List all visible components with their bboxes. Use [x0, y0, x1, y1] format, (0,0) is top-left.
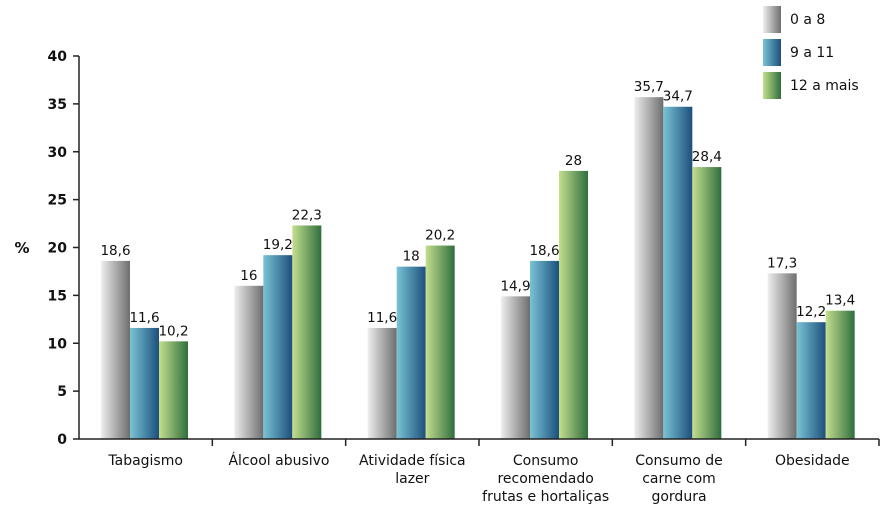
category-label: Consumo de carne com gordura: [635, 453, 723, 505]
bar-2-4: [530, 260, 559, 439]
bar-3-2: [292, 225, 322, 439]
y-tick-label: 25: [48, 193, 67, 209]
y-tick-label: 15: [48, 288, 67, 304]
category-label: Obesidade: [775, 453, 850, 469]
legend: 0 a 8 9 a 11 12 a mais: [763, 6, 859, 99]
bar-1-5: [634, 97, 664, 440]
data-label: 10,2: [158, 323, 188, 339]
data-label: 16: [240, 268, 257, 284]
bar-1-6: [767, 273, 797, 439]
y-tick-label: 40: [48, 49, 68, 65]
axes-group: 0 5 10 15 20 25 30 35 40: [48, 49, 880, 448]
bar-1-3: [367, 327, 397, 439]
bar-3-3: [425, 245, 455, 439]
data-label: 11,6: [367, 310, 397, 326]
category-label-line: carne com: [642, 471, 716, 487]
bar-2-3: [396, 266, 426, 439]
data-label: 35,7: [634, 79, 664, 95]
bar-2-5: [663, 106, 693, 439]
bar-3-5: [692, 167, 722, 439]
data-label: 13,4: [825, 293, 855, 309]
bar-3-4: [559, 170, 588, 439]
data-label: 34,7: [663, 89, 693, 105]
category-label-line: Consumo de: [635, 453, 723, 469]
bar-1-4: [501, 296, 530, 439]
data-label: 20,2: [425, 228, 455, 244]
category-label-line: Álcool abusivo: [228, 452, 329, 469]
data-label: 18: [403, 249, 420, 265]
data-label: 12,2: [796, 304, 826, 320]
bar-1-2: [234, 285, 264, 439]
category-label: Tabagismo: [107, 453, 183, 469]
category-label-line: Obesidade: [775, 453, 850, 469]
category-label-line: recomendado: [497, 471, 593, 487]
data-label: 19,2: [263, 237, 293, 253]
bar-2-6: [796, 322, 826, 439]
bar-3-1: [159, 341, 188, 439]
category-label-line: frutas e hortaliças: [482, 489, 609, 505]
data-label: 17,3: [767, 255, 797, 271]
data-label: 22,3: [292, 207, 322, 223]
legend-label: 0 a 8: [790, 12, 825, 28]
category-label: Consumo recomendado frutas e hortaliças: [482, 453, 609, 505]
legend-swatch: [763, 39, 781, 66]
bar-1-1: [101, 260, 130, 439]
category-label-line: gordura: [651, 489, 706, 505]
y-axis-label: %: [14, 239, 29, 257]
labels-group: 18,6 16 11,6 14,9 35,7 17,3 11,6 19,2 18 18,6 34,7…: [100, 79, 855, 505]
legend-label: 12 a mais: [790, 78, 859, 94]
legend-swatch: [763, 72, 781, 99]
data-label: 18,6: [529, 243, 559, 259]
legend-swatch: [763, 6, 781, 33]
legend-label: 9 a 11: [790, 45, 834, 61]
y-tick-label: 30: [48, 145, 68, 161]
data-label: 11,6: [129, 310, 159, 326]
y-tick-label: 10: [48, 336, 68, 352]
category-label: Álcool abusivo: [228, 452, 329, 469]
data-label: 18,6: [100, 243, 130, 259]
y-tick-label: 0: [57, 432, 67, 448]
category-label-line: Atividade física: [359, 453, 466, 469]
y-tick-label: 35: [48, 97, 67, 113]
bars-group: [101, 97, 855, 440]
y-tick-label: 20: [48, 241, 68, 257]
category-label-line: lazer: [395, 471, 429, 487]
bar-2-1: [130, 327, 159, 439]
category-label: Atividade física lazer: [359, 453, 466, 487]
category-label-line: Tabagismo: [107, 453, 183, 469]
bar-2-2: [263, 255, 293, 439]
data-label: 28,4: [692, 149, 722, 165]
category-label-line: Consumo: [513, 453, 579, 469]
data-label: 28: [565, 153, 582, 169]
bar-3-6: [825, 310, 855, 439]
data-label: 14,9: [500, 278, 530, 294]
y-tick-label: 5: [57, 384, 67, 400]
